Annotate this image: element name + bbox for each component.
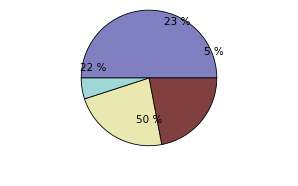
Text: 23 %: 23 %: [164, 17, 191, 27]
Wedge shape: [149, 78, 217, 145]
Text: 5 %: 5 %: [204, 47, 223, 57]
Wedge shape: [85, 78, 162, 146]
Wedge shape: [81, 78, 149, 99]
Wedge shape: [81, 10, 217, 78]
Text: 50 %: 50 %: [136, 115, 162, 125]
Text: 22 %: 22 %: [80, 63, 107, 73]
